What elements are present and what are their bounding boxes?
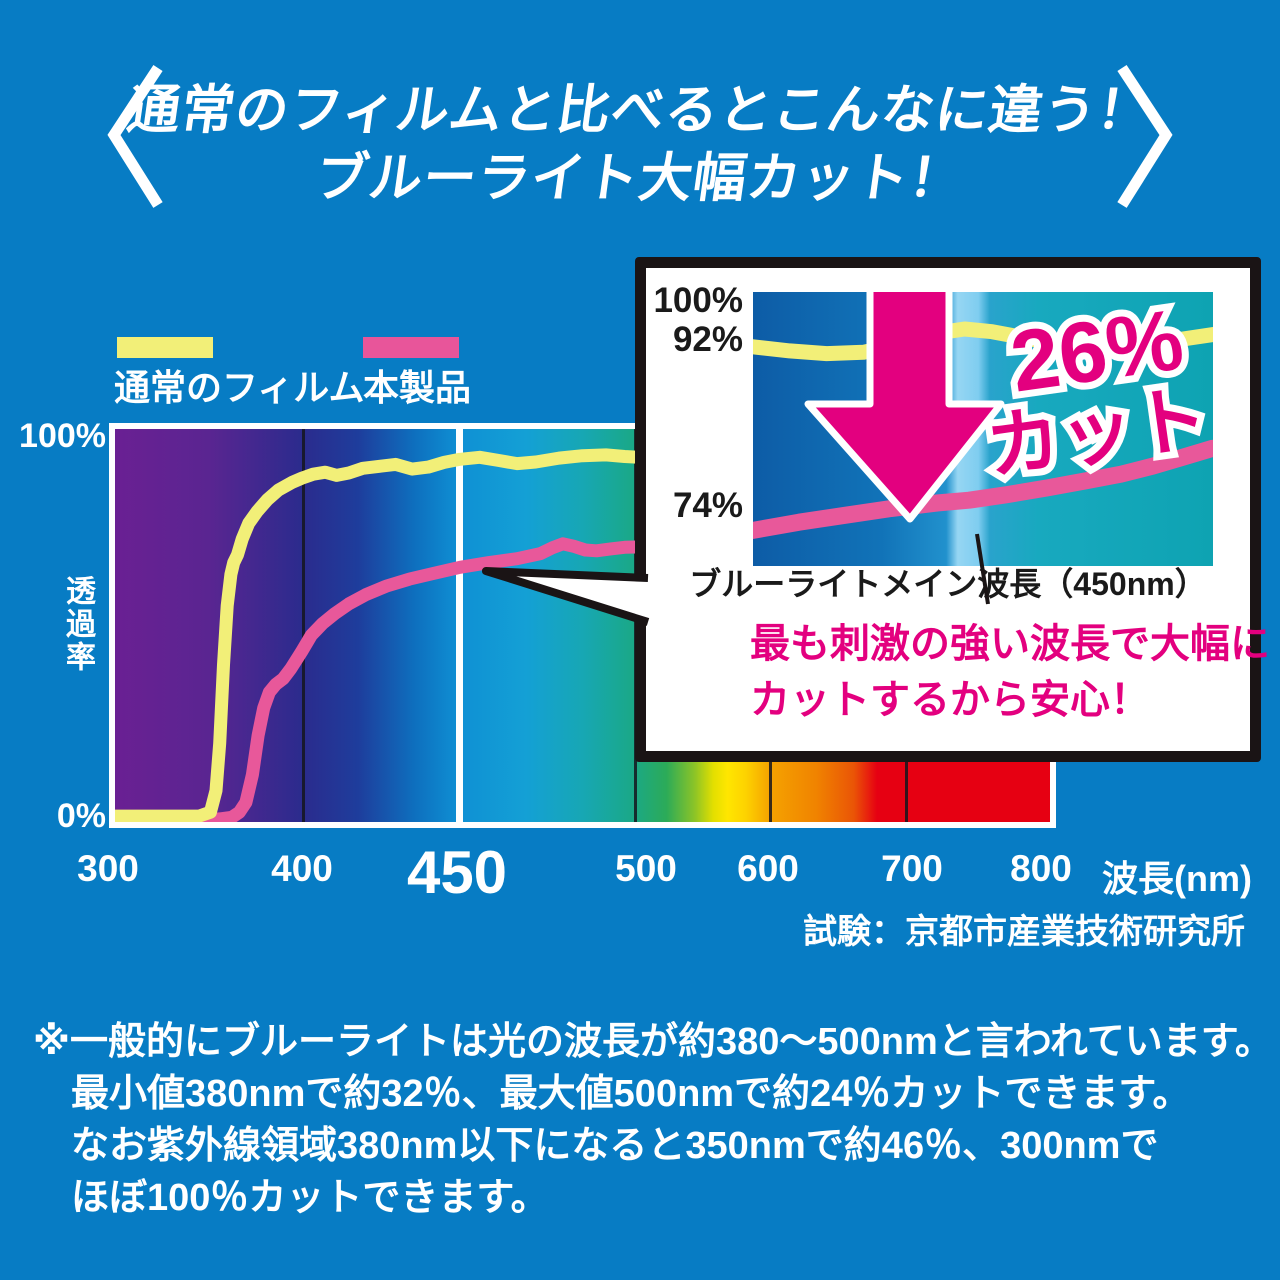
left-angle-bracket-icon xyxy=(107,64,163,208)
x-tick-450: 450 xyxy=(406,839,508,906)
x-tick-300: 300 xyxy=(77,848,139,889)
x-tick-700: 700 xyxy=(881,848,943,889)
x-tick-500: 500 xyxy=(615,848,677,889)
y-axis-title: 透過率 xyxy=(61,575,94,674)
highlight-line-450nm xyxy=(456,429,463,822)
zoom-callout-box: 100% 92% 74% 26% 26% カット カット ブルーライトメイン波長… xyxy=(635,257,1270,762)
callout-tail xyxy=(482,567,650,626)
test-source-credit: 試験：京都市産業技術研究所 xyxy=(803,913,1245,951)
footnote-line-1: ※一般的にブルーライトは光の波長が約380〜500nmと言われています。 xyxy=(33,1021,1273,1063)
callout-mini-chart xyxy=(753,292,1213,566)
mini-product-curve xyxy=(753,439,1213,539)
legend-label-normal-film: 通常のフィルム xyxy=(114,367,365,408)
gridline-400nm xyxy=(302,429,305,822)
product-curve xyxy=(115,537,647,822)
mini-chart-graphics xyxy=(753,292,1213,539)
x-tick-800: 800 xyxy=(1010,848,1072,889)
x-tick-600: 600 xyxy=(737,848,799,889)
x-axis-unit: 波長(nm) xyxy=(1102,858,1252,899)
callout-label-92: 92% xyxy=(672,320,743,359)
normal-film-curve xyxy=(115,448,647,822)
mini-normal-film-curve xyxy=(753,321,1213,362)
callout-note-line1: 最も刺激の強い波長で大幅に xyxy=(750,622,1270,666)
footnote-line-3: なお紫外線領域380nm以下になると350nmで約46％、300nmで xyxy=(71,1125,1159,1167)
callout-label-74: 74% xyxy=(672,486,743,525)
y-axis-label-100: 100% xyxy=(19,417,106,455)
legend-label-product: 本製品 xyxy=(363,367,472,408)
footnote-line-2: 最小値380nmで約32％、最大値500nmで約24％カットできます。 xyxy=(71,1073,1191,1115)
caption-pointer-line xyxy=(975,533,990,605)
transmission-curves xyxy=(115,448,647,822)
callout-note-line2: カットするから安心！ xyxy=(750,678,1150,722)
callout-caption: ブルーライトメイン波長（450nm） xyxy=(689,566,1207,602)
legend-swatch-normal-film xyxy=(117,337,213,358)
footnote-block: ※一般的にブルーライトは光の波長が約380〜500nmと言われています。 最小値… xyxy=(33,1016,1273,1224)
legend-swatch-product xyxy=(363,337,459,358)
title-line1: 通常のフィルムと比べるとこんなに違う！ xyxy=(123,81,1156,140)
footnote-line-4: ほぼ100％カットできます。 xyxy=(71,1177,549,1219)
title-line2: ブルーライト大幅カット！ xyxy=(311,149,968,208)
big-down-arrow-icon xyxy=(804,292,1005,523)
callout-label-100: 100% xyxy=(653,281,743,320)
y-axis-label-0: 0% xyxy=(56,797,106,835)
x-tick-400: 400 xyxy=(271,848,333,889)
right-angle-bracket-icon xyxy=(1117,64,1173,208)
